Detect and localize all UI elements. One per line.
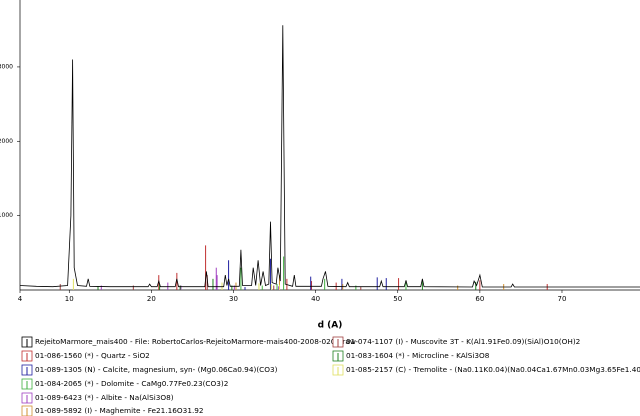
x-tick-label: 50	[393, 295, 402, 303]
x-tick-label: 20	[147, 295, 156, 303]
diffraction-pattern	[19, 25, 640, 288]
legend-label: RejeitoMarmore_mais400 - File: RobertoCa…	[35, 337, 356, 346]
legend-label: 01-084-2065 (*) - Dolomite - CaMg0.77Fe0…	[35, 379, 228, 388]
legend-label: 01-089-1305 (N) - Calcite, magnesium, sy…	[35, 365, 278, 374]
legend-label: 01-083-1604 (*) - Microcline - KAlSi3O8	[346, 351, 490, 360]
y-tick-label: 3000	[0, 63, 13, 70]
x-tick-label: 40	[311, 295, 320, 303]
x-tick-label: 70	[558, 295, 567, 303]
legend-label: 01-074-1107 (I) - Muscovite 3T - K(Al1.9…	[346, 337, 580, 346]
y-tick-label: 1000	[0, 212, 13, 219]
x-tick-label: 60	[475, 295, 484, 303]
legend-label: 01-089-6423 (*) - Albite - Na(AlSi3O8)	[35, 393, 174, 402]
x-tick-label: 10	[65, 295, 74, 303]
legend-label: 01-089-5892 (I) - Maghemite - Fe21.16O31…	[35, 406, 204, 415]
legend-label: 01-085-2157 (C) - Tremolite - (Na0.11K0.…	[346, 365, 640, 374]
x-axis-label: d (A)	[318, 321, 343, 331]
x-tick-label: 30	[229, 295, 238, 303]
y-tick-label: 2000	[0, 138, 13, 145]
x-tick-label: 4	[18, 295, 23, 303]
legend-label: 01-086-1560 (*) - Quartz - SiO2	[35, 351, 150, 360]
